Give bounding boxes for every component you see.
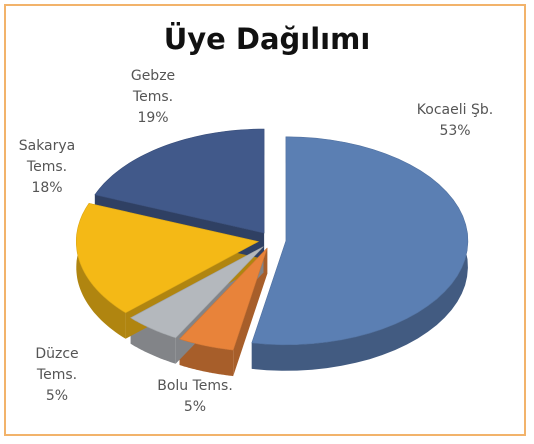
slice xyxy=(76,202,260,314)
slice-side xyxy=(251,136,468,371)
slice-label: Kocaeli Şb. 53% xyxy=(400,100,510,142)
slice xyxy=(94,128,265,234)
slice-label: Bolu Tems. 5% xyxy=(140,376,250,418)
slice xyxy=(251,136,469,346)
category-label: Bolu Tems. xyxy=(157,378,233,394)
value-label: 5% xyxy=(183,399,207,415)
slice-label: Gebze Tems. 19% xyxy=(118,66,188,129)
chart-title: Üye Dağılımı xyxy=(163,22,371,56)
category-label: Kocaeli Şb. xyxy=(416,102,494,118)
slice-label: Sakarya Tems. 18% xyxy=(12,136,82,199)
value-label: 18% xyxy=(31,180,63,196)
value-label: 19% xyxy=(137,110,169,126)
category-label: Gebze Tems. xyxy=(130,68,176,105)
slice-side xyxy=(179,339,234,377)
category-label: Sakarya Tems. xyxy=(18,138,76,175)
slice-label: Düzce Tems. 5% xyxy=(22,344,92,407)
category-label: Düzce Tems. xyxy=(35,346,79,383)
value-label: 5% xyxy=(45,388,69,404)
slice xyxy=(179,247,268,351)
slice-side xyxy=(76,203,126,339)
frame xyxy=(4,4,526,436)
value-label: 53% xyxy=(439,123,471,139)
slice xyxy=(130,246,264,339)
slice-tops xyxy=(76,128,469,351)
